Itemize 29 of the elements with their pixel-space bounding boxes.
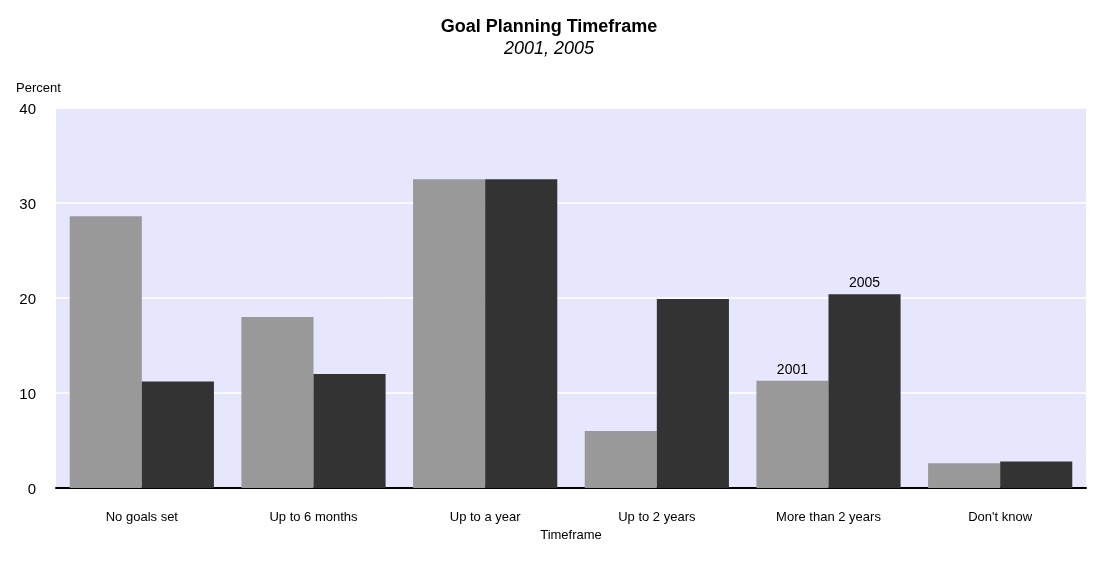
bar <box>413 179 486 488</box>
bar <box>313 374 386 488</box>
chart-title: Goal Planning Timeframe <box>440 16 658 36</box>
bar <box>928 463 1001 488</box>
bar <box>584 431 657 488</box>
y-tick-label: 20 <box>19 289 36 307</box>
bar <box>241 317 314 488</box>
y-tick-label: 0 <box>27 479 36 497</box>
y-axis-title: Percent <box>16 80 62 95</box>
series-label: 2001 <box>776 360 809 377</box>
y-tick-label: 30 <box>19 194 36 212</box>
bar <box>828 294 901 488</box>
bar <box>656 298 729 488</box>
y-tick-label: 10 <box>19 384 36 402</box>
bar <box>756 380 829 488</box>
bar <box>485 179 558 488</box>
bar <box>141 381 214 488</box>
x-tick-label: Don't know <box>968 509 1033 524</box>
chart-subtitle: 2001, 2005 <box>502 38 596 58</box>
series-label: 2005 <box>848 274 881 291</box>
bar <box>1000 461 1073 488</box>
x-tick-label: Up to 6 months <box>269 509 359 524</box>
x-tick-label: No goals set <box>105 509 179 524</box>
x-tick-label: More than 2 years <box>776 509 882 524</box>
y-tick-label: 40 <box>19 99 36 117</box>
bar <box>69 216 142 488</box>
x-tick-label: Up to 2 years <box>618 509 696 524</box>
x-axis-title: Timeframe <box>540 526 602 542</box>
x-tick-label: Up to a year <box>449 509 522 524</box>
